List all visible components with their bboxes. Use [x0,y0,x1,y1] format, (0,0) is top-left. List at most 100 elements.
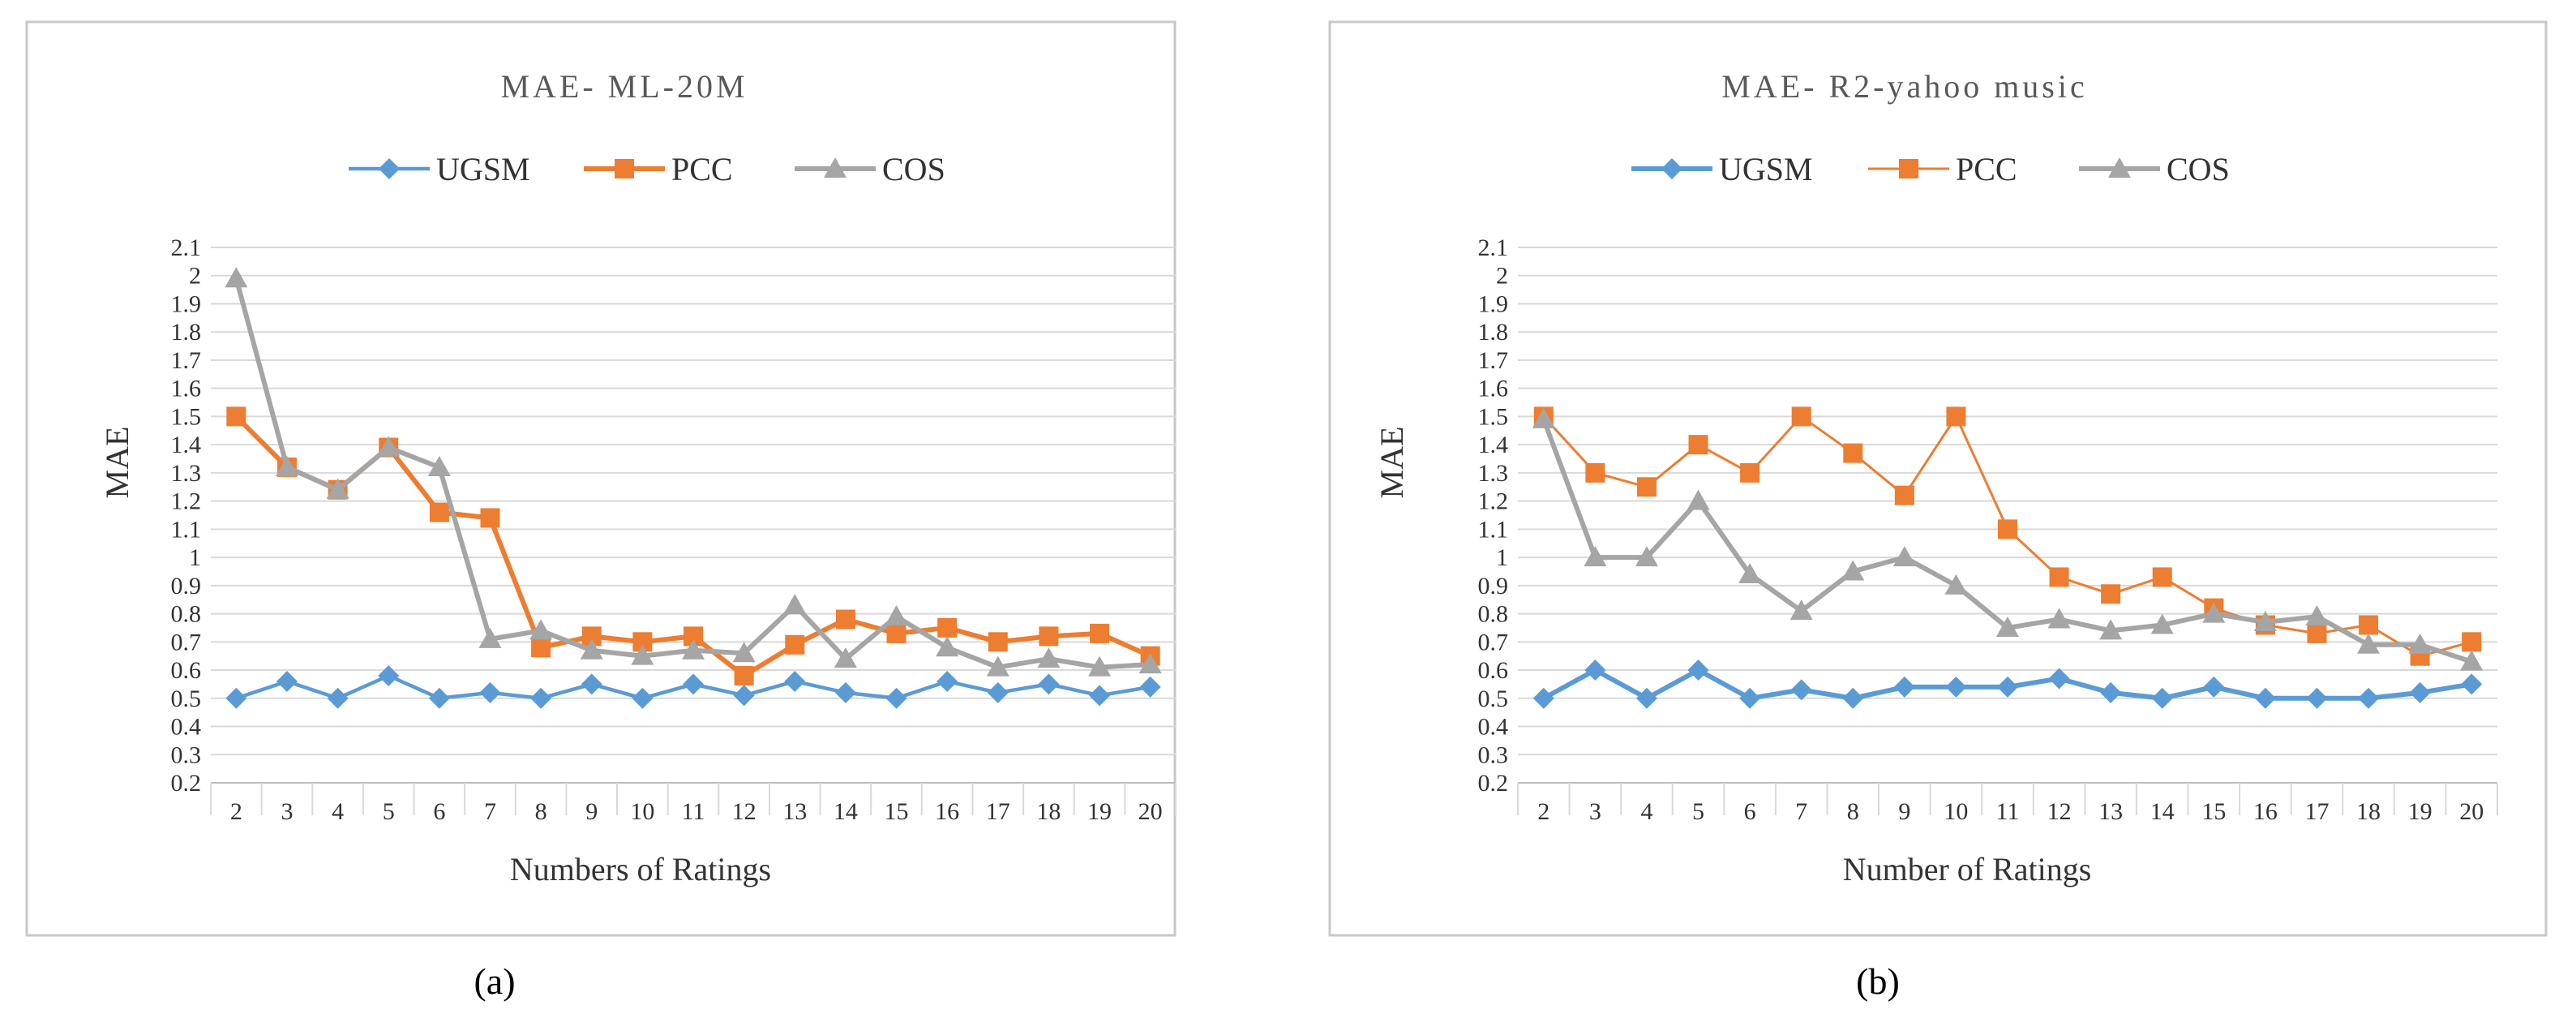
x-tick-label: 14 [834,798,858,825]
y-tick-label: 1.9 [1478,290,1509,317]
x-tick-label: 7 [1795,798,1807,825]
data-point-pcc [531,638,551,658]
x-tick-label: 20 [2459,798,2484,825]
data-point-cos [2408,633,2432,654]
data-point-cos [986,655,1009,677]
y-tick-label: 1.3 [171,460,202,487]
data-point-cos [1996,616,2019,637]
chart-b-caption: (b) [1856,960,1900,1002]
legend-swatch-marker [1899,159,1918,178]
legend-swatch-marker [2108,157,2131,178]
data-point-ugsm [2151,687,2173,709]
x-tick-label: 11 [682,798,705,825]
data-point-ugsm [733,685,755,707]
data-point-pcc [937,617,958,638]
data-point-ugsm [784,670,806,692]
data-point-cos [326,478,349,499]
chart-a-ticks: 0.20.30.40.50.60.70.80.911.11.21.31.41.5… [171,234,1163,825]
y-tick-label: 1.1 [171,516,202,543]
data-point-pcc [785,634,805,655]
data-point-ugsm [2409,681,2431,703]
y-tick-label: 2.1 [171,234,202,261]
legend-label: UGSM [1719,151,1813,187]
x-tick-label: 18 [2356,798,2381,825]
x-tick-label: 8 [1847,798,1859,825]
data-point-ugsm [1893,676,1915,698]
legend-item-pcc: PCC [584,151,733,187]
x-tick-label: 6 [433,798,445,825]
chart-b-legend: UGSM PCC COS [1631,151,2230,187]
y-tick-label: 0.7 [1478,629,1509,655]
chart-a-grid [210,247,1177,815]
data-point-pcc [1039,626,1059,647]
data-point-cos [1088,655,1112,677]
data-point-ugsm [276,670,298,692]
data-point-pcc [1688,435,1708,455]
x-tick-label: 13 [2098,798,2123,825]
chart-a-caption: (a) [474,960,515,1002]
x-tick-label: 8 [535,798,547,825]
data-point-cos [1037,647,1061,668]
x-tick-label: 9 [1898,798,1910,825]
x-tick-label: 9 [585,798,598,825]
data-point-cos [2305,605,2329,626]
legend-swatch-marker [615,159,634,178]
y-tick-label: 0.9 [1478,573,1509,599]
y-tick-label: 0.8 [171,601,202,628]
x-tick-label: 18 [1036,798,1061,825]
x-tick-label: 10 [1944,798,1968,825]
y-tick-label: 1.6 [1478,376,1509,402]
data-point-cos [2202,602,2226,623]
data-point-ugsm [225,687,247,709]
x-tick-label: 2 [230,798,242,825]
data-point-ugsm [2306,687,2328,709]
y-tick-label: 2.1 [1478,234,1509,261]
data-point-pcc [734,666,754,685]
data-point-pcc [2101,584,2121,604]
legend-item-cos: COS [2079,151,2230,187]
data-point-pcc [1585,462,1605,483]
x-tick-label: 20 [1138,798,1163,825]
data-point-ugsm [834,681,856,703]
legend-swatch-marker [1661,158,1682,179]
data-point-ugsm [2358,687,2380,709]
data-point-pcc [988,632,1008,652]
y-tick-label: 0.3 [171,741,202,768]
y-tick-label: 0.6 [1478,657,1509,684]
data-point-cos [682,638,705,660]
x-tick-label: 19 [1087,798,1112,825]
y-tick-label: 1.7 [171,347,202,374]
x-tick-label: 17 [2304,798,2329,825]
data-point-pcc [835,609,855,630]
data-point-pcc [1998,519,2017,539]
y-tick-label: 0.4 [1478,714,1509,741]
y-tick-label: 1.6 [171,376,202,402]
data-point-ugsm [2048,668,2070,690]
data-point-cos [2150,613,2174,634]
data-point-ugsm [1635,687,1657,709]
x-tick-label: 13 [782,798,807,825]
y-tick-label: 1 [189,544,201,571]
data-point-cos [2460,650,2484,671]
data-point-pcc [2359,615,2379,635]
y-tick-label: 1 [1496,544,1508,571]
legend-label: UGSM [436,151,530,187]
data-point-cos [529,619,553,640]
data-point-ugsm [378,665,400,686]
data-point-cos [1584,546,1607,567]
data-point-cos [225,267,248,288]
data-point-pcc [226,406,246,427]
data-point-ugsm [327,687,349,709]
data-point-cos [1687,489,1710,510]
x-tick-label: 2 [1537,798,1549,825]
legend-item-cos: COS [795,151,945,187]
data-point-cos [1532,407,1555,428]
data-point-ugsm [683,673,704,695]
chart-b-title: MAE- R2-yahoo music [1721,68,2088,105]
y-tick-label: 0.6 [171,657,202,684]
y-tick-label: 1.2 [171,488,202,515]
chart-b-series [1532,406,2484,709]
data-point-ugsm [1089,685,1111,707]
y-tick-label: 1.5 [1478,403,1509,430]
data-point-pcc [1090,623,1110,643]
